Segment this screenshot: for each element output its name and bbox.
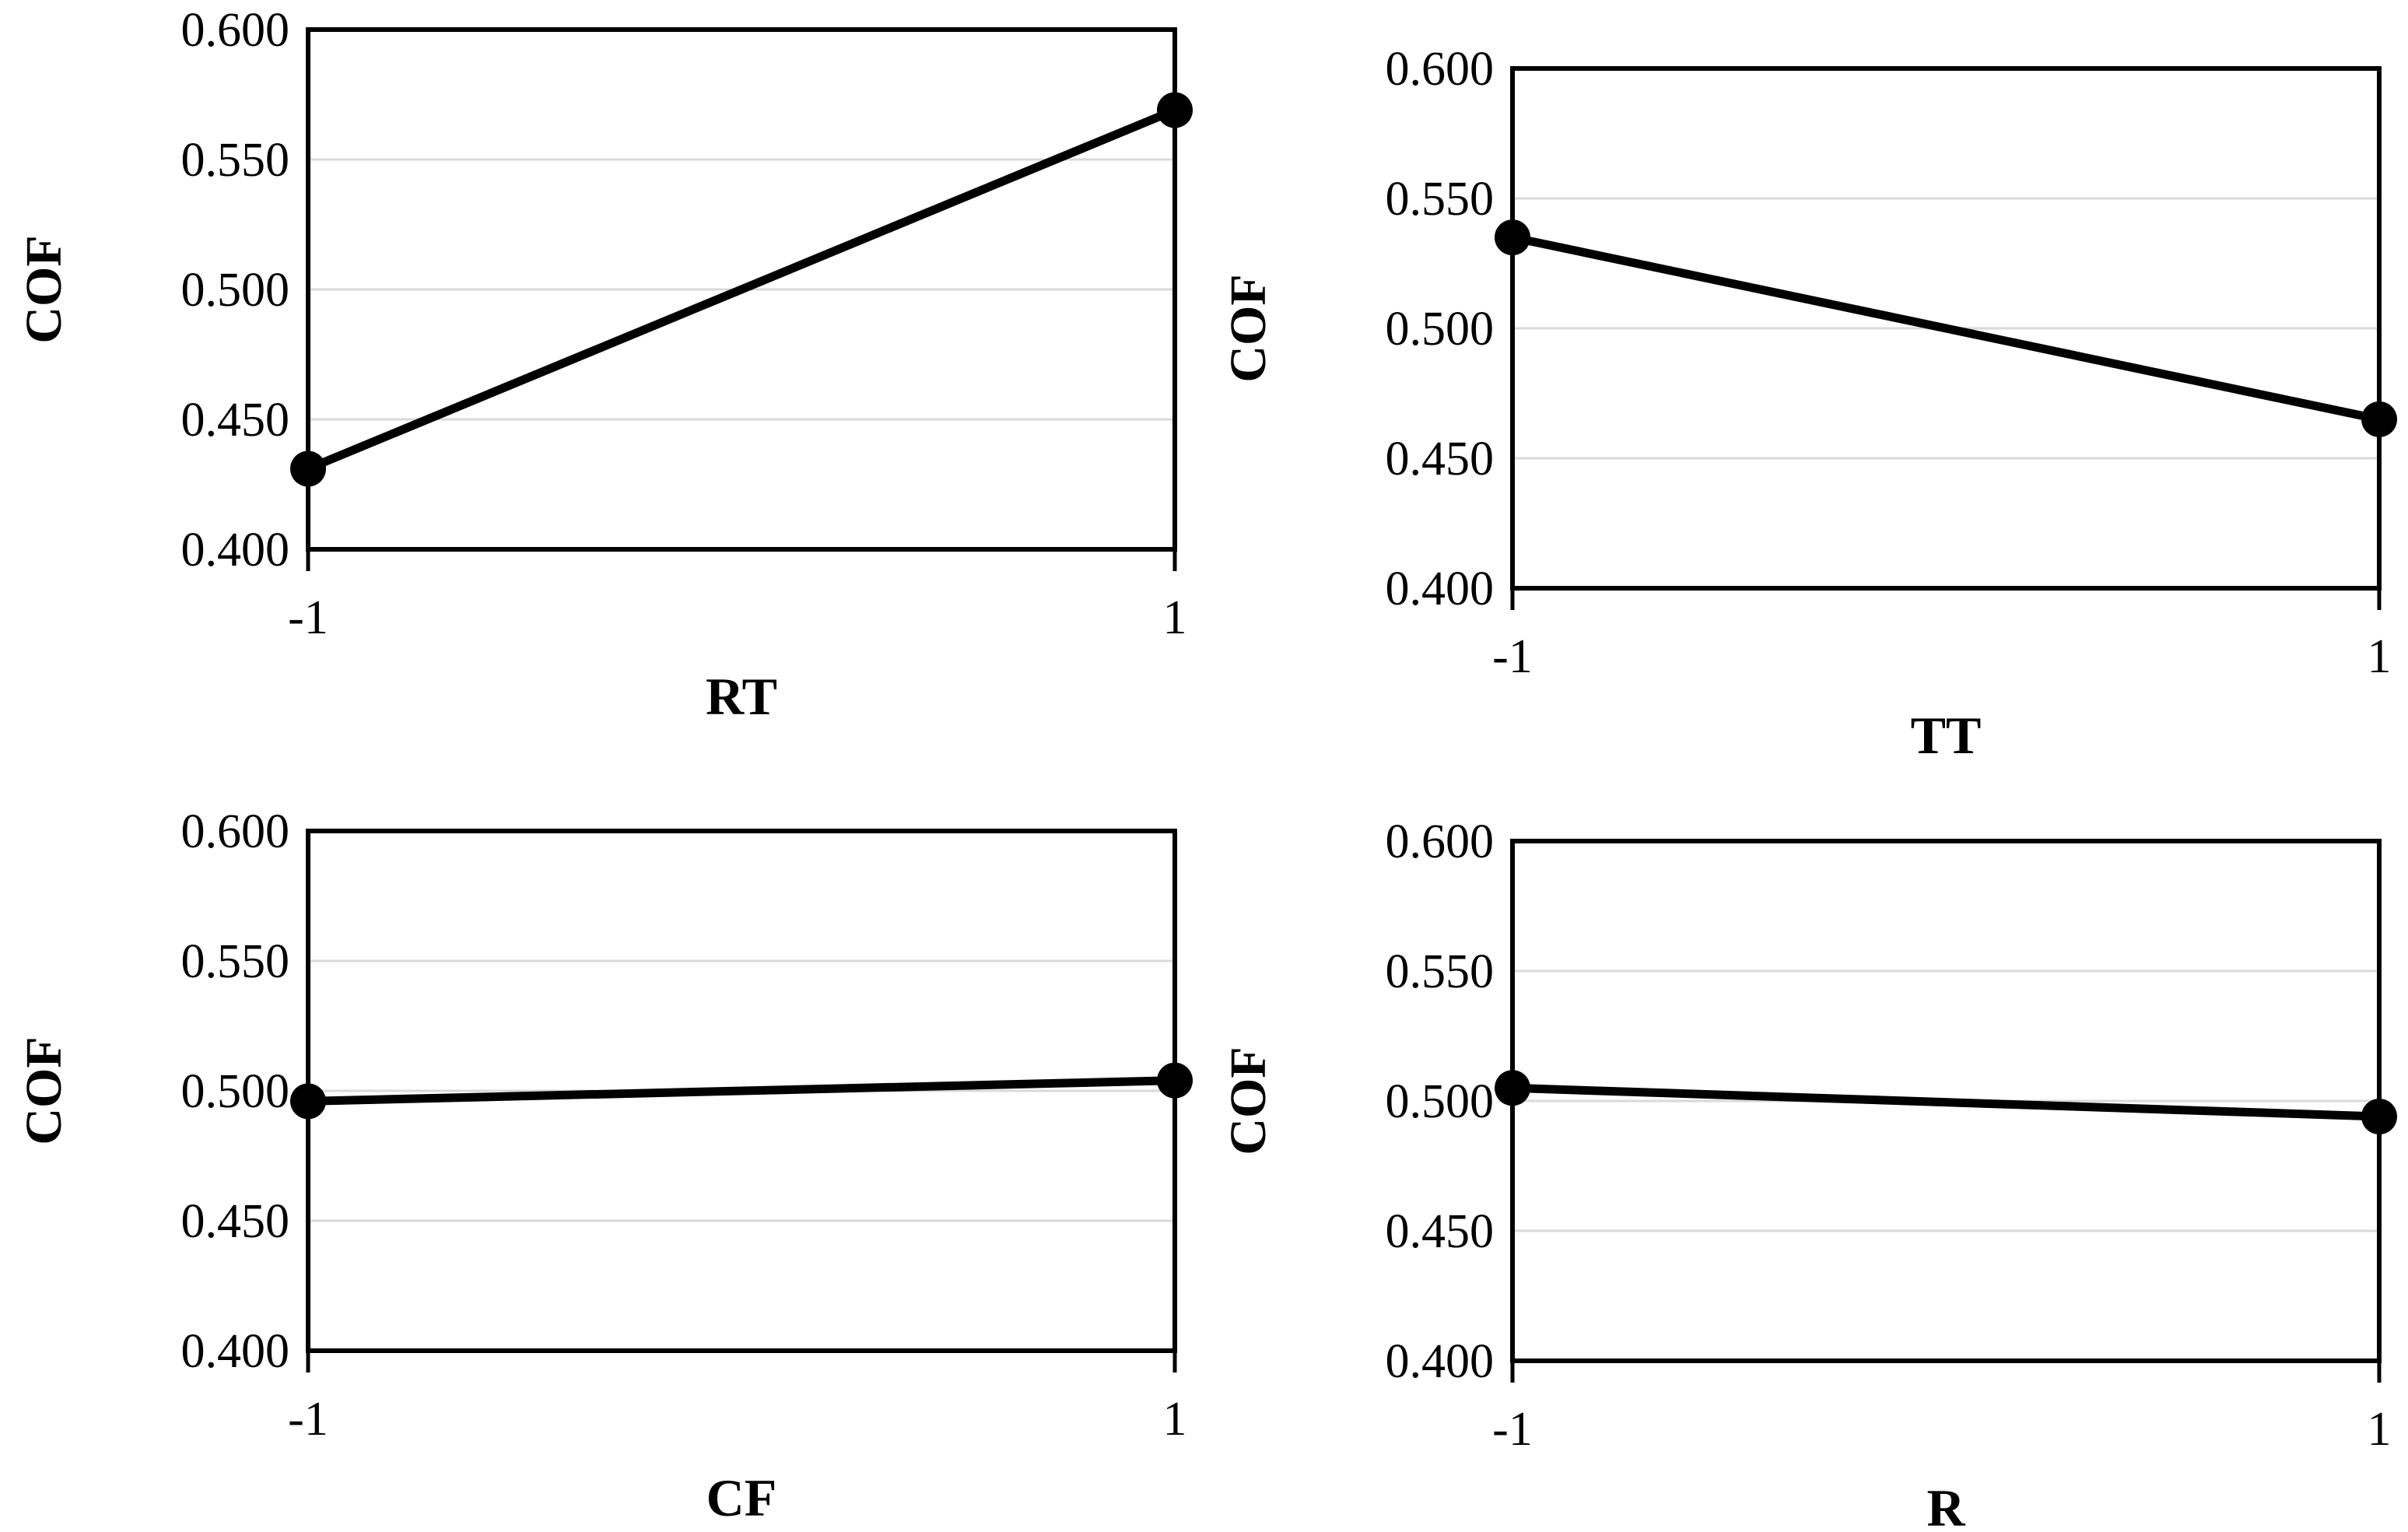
- x-tick-label: 1: [1163, 1393, 1187, 1446]
- y-axis-title: COF: [16, 1036, 72, 1145]
- data-line: [303, 106, 1179, 473]
- y-tick-label: 0.450: [1386, 1205, 1495, 1258]
- y-tick-label: 0.450: [1386, 433, 1495, 486]
- data-point: [2361, 1099, 2397, 1135]
- y-tick-label: 0.450: [181, 394, 290, 447]
- y-tick-label: 0.500: [181, 1065, 290, 1118]
- y-tick-label: 0.450: [181, 1195, 290, 1248]
- data-line: [1508, 1083, 2384, 1121]
- y-tick-label: 0.500: [1386, 1075, 1495, 1128]
- x-axis-title: R: [1926, 1478, 1965, 1532]
- chart-tt: 0.400 0.450 0.500 0.550 0.600 -1 1 TT COF: [1204, 0, 2408, 766]
- data-point: [2361, 401, 2397, 437]
- data-point: [1495, 219, 1530, 256]
- x-axis-title: CF: [706, 1468, 777, 1527]
- data-point: [1157, 1062, 1193, 1099]
- y-tick-label: 0.550: [181, 134, 290, 187]
- y-tick-label: 0.400: [1386, 1335, 1495, 1388]
- x-tick-label: -1: [288, 1393, 328, 1446]
- chart-rt: 0.400 0.450 0.500 0.550 0.600 -1 1 RT COF: [0, 0, 1204, 766]
- data-point: [290, 450, 326, 487]
- y-axis-title: COF: [1220, 1046, 1277, 1155]
- y-tick-label: 0.600: [181, 4, 290, 57]
- chart-svg-tt: 0.400 0.450 0.500 0.550 0.600 -1 1 TT COF: [1220, 43, 2397, 765]
- y-tick-label: 0.400: [181, 1325, 290, 1378]
- y-tick-label: 0.600: [1386, 815, 1495, 868]
- chart-svg-rt: 0.400 0.450 0.500 0.550 0.600 -1 1 RT COF: [16, 4, 1193, 726]
- data-point: [290, 1083, 326, 1120]
- x-tick-label: 1: [2368, 1403, 2392, 1456]
- y-tick-label: 0.400: [1386, 563, 1495, 615]
- y-tick-label: 0.500: [181, 264, 290, 317]
- x-tick-label: -1: [1492, 630, 1533, 683]
- chart-svg-r: 0.400 0.450 0.500 0.550 0.600 -1 1 R COF: [1220, 815, 2397, 1532]
- data-point: [1495, 1070, 1530, 1106]
- chart-r: 0.400 0.450 0.500 0.550 0.600 -1 1 R COF: [1204, 766, 2408, 1532]
- y-tick-label: 0.500: [1386, 303, 1495, 356]
- data-line: [303, 1076, 1179, 1106]
- plot-border: [306, 27, 1177, 552]
- x-tick-label: -1: [288, 591, 328, 644]
- x-tick-label: 1: [1163, 591, 1187, 644]
- plot-border: [1510, 66, 2382, 591]
- chart-cf: 0.400 0.450 0.500 0.550 0.600 -1 1 CF COF: [0, 766, 1204, 1532]
- x-axis-title: TT: [1911, 706, 1982, 765]
- x-axis-title: RT: [706, 667, 777, 726]
- y-axis-title: COF: [1220, 274, 1277, 382]
- data-point: [1157, 92, 1193, 128]
- y-axis-title: COF: [16, 235, 72, 343]
- y-tick-label: 0.400: [181, 524, 290, 577]
- chart-svg-cf: 0.400 0.450 0.500 0.550 0.600 -1 1 CF COF: [16, 805, 1193, 1527]
- y-tick-label: 0.600: [181, 805, 290, 858]
- y-tick-label: 0.550: [1386, 945, 1495, 998]
- x-tick-label: 1: [2368, 630, 2392, 683]
- data-line: [1508, 233, 2384, 424]
- y-tick-label: 0.600: [1386, 43, 1495, 96]
- y-tick-label: 0.550: [181, 935, 290, 988]
- y-tick-label: 0.550: [1386, 173, 1495, 226]
- x-tick-label: -1: [1492, 1403, 1533, 1456]
